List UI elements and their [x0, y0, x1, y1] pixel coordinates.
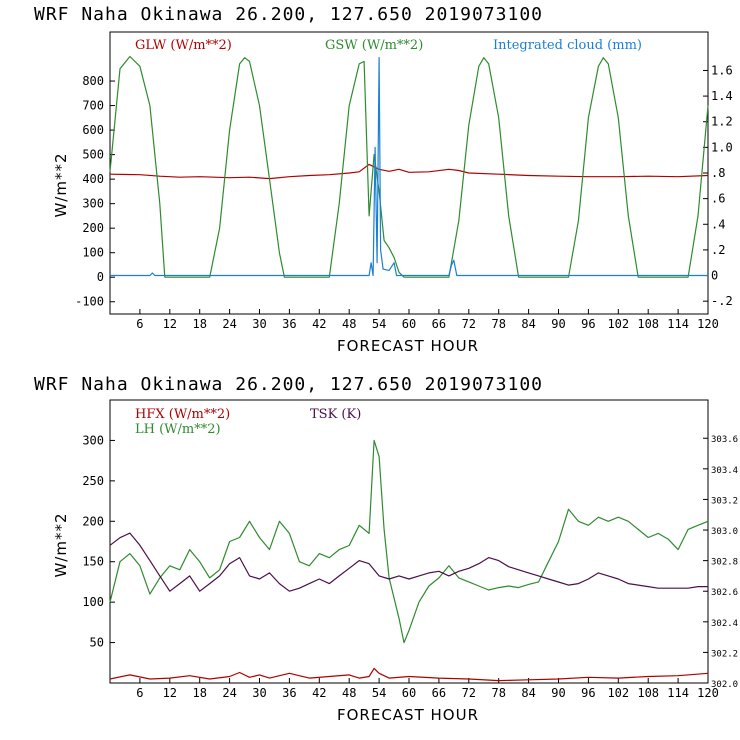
chart-2-ytick-label: 300 [82, 433, 104, 447]
chart-1-xtick-label: 42 [312, 317, 326, 331]
chart-1-y2tick-label: .6 [711, 192, 725, 206]
chart-2-title: WRF Naha Okinawa 26.200, 127.650 2019073… [34, 374, 543, 395]
chart-2-series-line-0 [109, 667, 709, 682]
chart-1-xlabel: FORECAST HOUR [337, 337, 479, 355]
chart-2-xtick-label: 54 [372, 686, 386, 700]
chart-1-ytick-label: 0 [97, 270, 104, 284]
chart-2-xtick-label: 12 [163, 686, 177, 700]
chart-2-y2tick-label: 303.4 [711, 466, 738, 476]
chart-1-y2tick-label: .4 [711, 217, 725, 231]
chart-1-title: WRF Naha Okinawa 26.200, 127.650 2019073… [34, 4, 543, 25]
chart-2-xtick-label: 78 [491, 686, 505, 700]
chart-1-y2tick-label: -.2 [711, 294, 733, 308]
chart-2-xtick-label: 36 [282, 686, 296, 700]
chart-1-series [109, 55, 709, 278]
legend-integrated-cloud: Integrated cloud (mm) [493, 38, 642, 53]
chart-1-ytick-label: 400 [82, 172, 104, 186]
chart-2-xtick-label: 102 [607, 686, 629, 700]
chart-2-xtick-label: 60 [402, 686, 416, 700]
chart-1-xtick-label: 66 [432, 317, 446, 331]
chart-1-ytick-label: 100 [82, 246, 104, 260]
chart-1-xtick-label: 24 [222, 317, 236, 331]
chart-1-y2tick-label: .2 [711, 243, 725, 257]
chart-2-xtick-label: 48 [342, 686, 356, 700]
chart-1-ytick-label: 500 [82, 148, 104, 162]
chart-1-xtick-label: 18 [192, 317, 206, 331]
chart-1-y2tick-label: .8 [711, 166, 725, 180]
chart-2-xlabel: FORECAST HOUR [337, 706, 479, 724]
chart-1-ytick-label: -100 [75, 295, 104, 309]
chart-1-y2tick-label: 1.2 [711, 115, 733, 129]
chart-1-ylabel: W/m**2 [52, 152, 70, 217]
chart-2-xtick-label: 108 [637, 686, 659, 700]
chart-2-ticks: 6 12 18 24 30 36 42 48 54 60 66 72 78 84 90 96 102 108 114… [82, 433, 738, 700]
chart-2-xtick-label: 120 [697, 686, 719, 700]
chart-2-xtick-label: 18 [192, 686, 206, 700]
chart-2-xtick-label: 66 [432, 686, 446, 700]
chart-2-ytick-label: 150 [82, 555, 104, 569]
chart-2-xtick-label: 24 [222, 686, 236, 700]
chart-1-y2tick-label: 1.0 [711, 140, 733, 154]
chart-1-ytick-label: 800 [82, 74, 104, 88]
chart-1-xtick-label: 84 [521, 317, 535, 331]
chart-2-ytick-label: 200 [82, 514, 104, 528]
chart-2-series [109, 439, 709, 682]
chart-2-y2tick-label: 302.2 [711, 649, 738, 659]
chart-2-ytick-label: 100 [82, 595, 104, 609]
chart-1-y2tick-label: 1.4 [711, 89, 733, 103]
chart-1-ytick-label: 300 [82, 197, 104, 211]
chart-2-xtick-label: 114 [667, 686, 689, 700]
chart-1-y2tick-label: 1.6 [711, 63, 733, 77]
chart-1-xtick-label: 12 [163, 317, 177, 331]
chart-1-xtick-label: 114 [667, 317, 689, 331]
chart-2-ytick-label: 50 [90, 636, 104, 650]
chart-2-ytick-label: 250 [82, 474, 104, 488]
chart-1-xtick-label: 108 [637, 317, 659, 331]
chart-2-y2tick-label: 302.8 [711, 558, 738, 568]
chart-1-xtick-label: 78 [491, 317, 505, 331]
chart-2-y2tick-label: 302.4 [711, 619, 738, 629]
chart-1-ytick-label: 700 [82, 99, 104, 113]
chart-1-ticks: 6 12 18 24 30 36 42 48 54 60 66 72 78 84 90 96 102 108 114… [75, 63, 733, 331]
chart-1-xtick-label: 54 [372, 317, 386, 331]
legend-lh: LH (W/m**2) [135, 422, 221, 437]
chart-2-xtick-label: 84 [521, 686, 535, 700]
chart-1-ytick-label: 600 [82, 123, 104, 137]
legend-gsw: GSW (W/m**2) [325, 38, 423, 53]
chart-2-series-line-1 [109, 439, 709, 644]
chart-2-y2tick-label: 303.6 [711, 435, 738, 445]
chart-1-xtick-label: 120 [697, 317, 719, 331]
chart-2-xtick-label: 42 [312, 686, 326, 700]
chart-2-xtick-label: 30 [252, 686, 266, 700]
chart-1-xtick-label: 6 [136, 317, 143, 331]
chart-1-series-line-1 [109, 55, 709, 278]
chart-1-ytick-label: 200 [82, 221, 104, 235]
chart-1-xtick-label: 96 [581, 317, 595, 331]
chart-2-y2tick-label: 302.6 [711, 588, 738, 598]
chart-2-series-line-2 [109, 532, 708, 592]
chart-1-xtick-label: 48 [342, 317, 356, 331]
chart-1-series-line-2 [110, 57, 708, 277]
chart-1-y2tick-label: 0 [711, 269, 718, 283]
chart-2-y2tick-label: 303.2 [711, 496, 738, 506]
chart-2-y2tick-label: 302.0 [711, 680, 738, 690]
chart-1-xtick-label: 72 [462, 317, 476, 331]
chart-2-xtick-label: 90 [551, 686, 565, 700]
legend-tsk: TSK (K) [310, 407, 361, 422]
legend-hfx: HFX (W/m**2) [135, 407, 230, 422]
chart-1-xtick-label: 30 [252, 317, 266, 331]
chart-1-xtick-label: 90 [551, 317, 565, 331]
chart-1-xtick-label: 60 [402, 317, 416, 331]
chart-1-xtick-label: 36 [282, 317, 296, 331]
chart-2-xtick-label: 72 [462, 686, 476, 700]
legend-glw: GLW (W/m**2) [135, 38, 232, 53]
chart-2-xtick-label: 6 [136, 686, 143, 700]
chart-1-xtick-label: 102 [607, 317, 629, 331]
chart-2-y2tick-label: 303.0 [711, 527, 738, 537]
chart-2-xtick-label: 96 [581, 686, 595, 700]
chart-2-ylabel: W/m**2 [52, 512, 70, 577]
